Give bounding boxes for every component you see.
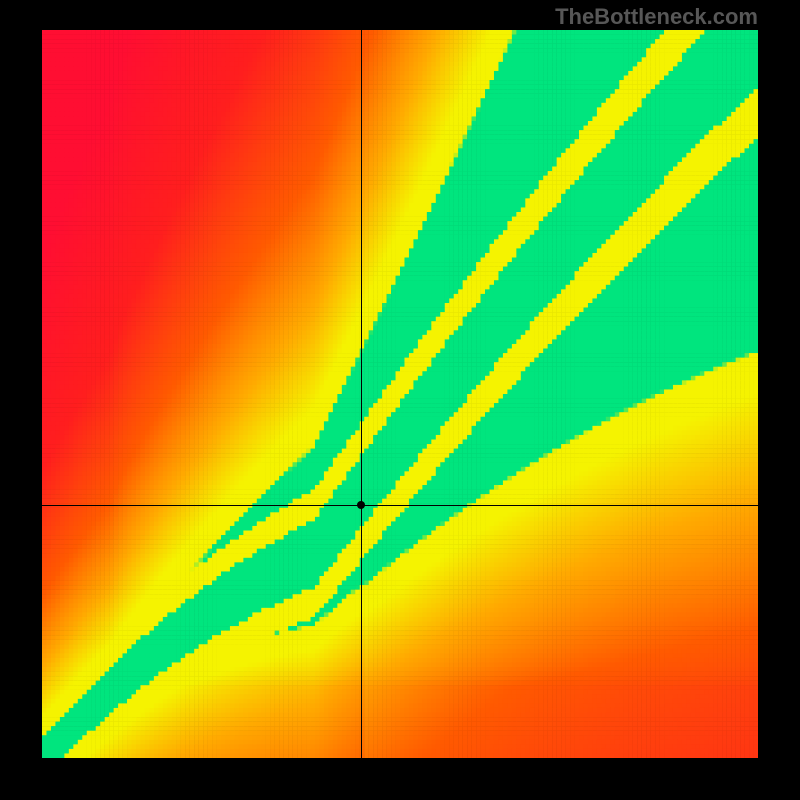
heatmap-plot-area (42, 30, 758, 758)
crosshair-horizontal (42, 505, 758, 506)
bottleneck-heatmap-chart: TheBottleneck.com (0, 0, 800, 800)
marker-dot (357, 501, 365, 509)
heatmap-svg (42, 30, 758, 758)
watermark-text: TheBottleneck.com (555, 4, 758, 30)
crosshair-vertical (361, 30, 362, 758)
